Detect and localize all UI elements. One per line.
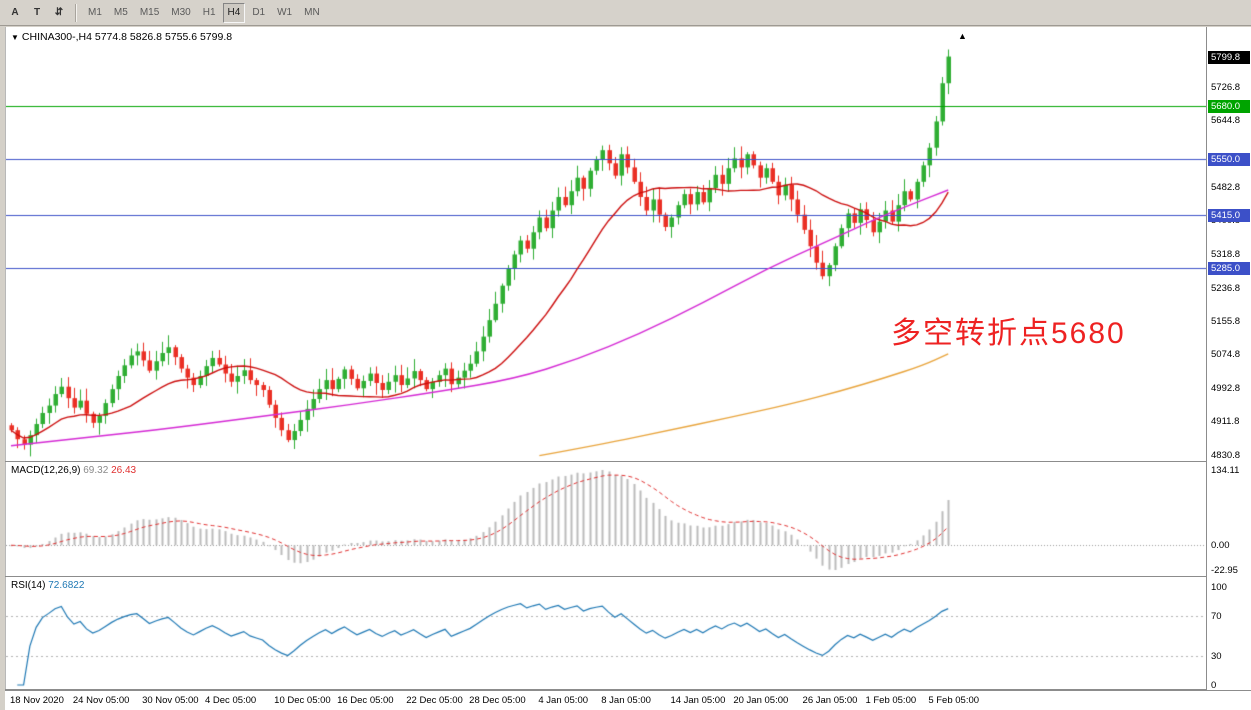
ohlc-values: 5774.8 5826.8 5755.6 5799.8: [94, 31, 233, 43]
price-axis-tick: 4830.8: [1211, 449, 1241, 461]
macd-name: MACD(12,26,9): [11, 465, 81, 476]
rsi-axis-tick: 30: [1211, 650, 1222, 662]
price-axis-tick: 5155.8: [1211, 316, 1241, 328]
timeframe-button-M1[interactable]: M1: [88, 7, 102, 18]
price-axis-tick: 5726.8: [1211, 81, 1241, 93]
price-level-badge: 5550.0: [1208, 153, 1250, 167]
price-axis-tick: 5236.8: [1211, 282, 1241, 294]
timeframe-button-MN[interactable]: MN: [304, 7, 320, 18]
timeframe-button-W1[interactable]: W1: [277, 7, 293, 18]
price-axis-tick: 5482.8: [1211, 181, 1241, 193]
macd-axis-zero: 0.00: [1211, 540, 1230, 552]
rsi-axis-tick: 0: [1211, 680, 1217, 691]
rsi-name: RSI(14): [11, 580, 46, 591]
time-axis-label: 20 Jan 05:00: [733, 695, 789, 706]
rsi-pane: RSI(14) 72.6822: [5, 577, 1206, 689]
price-chart-pane: ▼ CHINA300-,H4 5774.8 5826.8 5755.6 5799.…: [5, 27, 1206, 461]
pane-divider[interactable]: [5, 576, 1251, 577]
pane-divider[interactable]: [5, 461, 1251, 462]
macd-canvas[interactable]: [6, 462, 1206, 576]
timeframe-button-H4[interactable]: H4: [222, 2, 246, 23]
timeframe-button-M15[interactable]: M15: [139, 7, 160, 18]
timeframe-button-M5[interactable]: M5: [113, 7, 128, 18]
time-axis-label: 14 Jan 05:00: [670, 695, 726, 706]
chart-annotation: 多空转折点5680: [891, 317, 1126, 350]
price-level-badge: 5285.0: [1208, 262, 1250, 276]
rsi-value: 72.6822: [48, 580, 85, 591]
timeframe-button-D1[interactable]: D1: [252, 7, 266, 18]
collapse-triangle-icon[interactable]: ▼: [11, 33, 19, 42]
symbol-title: CHINA300-,H4: [21, 31, 92, 43]
pane-divider[interactable]: [5, 689, 1251, 690]
timeframe-button-M30[interactable]: M30: [171, 7, 191, 18]
rsi-canvas[interactable]: [6, 577, 1206, 689]
chart-title: ▼ CHINA300-,H4 5774.8 5826.8 5755.6 5799.…: [11, 31, 232, 43]
price-axis-tick: 5318.8: [1211, 249, 1241, 261]
rsi-axis-tick: 70: [1211, 611, 1222, 623]
time-axis-label: 16 Dec 05:00: [337, 695, 394, 706]
timeframe-button-H1[interactable]: H1: [202, 7, 216, 18]
toolbar-tools: A T ⇵: [4, 3, 70, 23]
price-axis: 5726.85644.85482.85400.85318.85236.85155…: [1206, 27, 1251, 691]
chart-shift-marker-icon[interactable]: ▲: [958, 31, 967, 41]
rsi-label: RSI(14) 72.6822: [11, 580, 84, 591]
price-chart-canvas[interactable]: [6, 27, 1206, 461]
current-price-badge: 5799.8: [1208, 50, 1250, 64]
time-axis-label: 10 Dec 05:00: [274, 695, 331, 706]
price-level-badge: 5680.0: [1208, 99, 1250, 113]
macd-value-main: 69.32: [83, 465, 109, 476]
time-axis-label: 1 Feb 05:00: [865, 695, 917, 706]
cursor-tool-button[interactable]: A: [11, 7, 19, 18]
price-level-badge: 5415.0: [1208, 208, 1250, 222]
price-axis-tick: 4911.8: [1211, 416, 1240, 428]
time-axis-label: 4 Dec 05:00: [204, 695, 257, 706]
timeframe-group: M1 M5 M15 M30 H1 H4 D1 W1 MN: [82, 2, 326, 23]
time-axis-label: 18 Nov 2020: [10, 695, 64, 706]
macd-value-signal: 26.43: [111, 465, 137, 476]
macd-label: MACD(12,26,9) 69.32 26.43: [11, 465, 136, 476]
time-axis: 18 Nov 2020 24 Nov 05:00 30 Nov 05:00 4 Dec…: [5, 690, 1251, 710]
time-axis-label: 4 Jan 05:00: [538, 695, 589, 706]
price-axis-tick: 4992.8: [1211, 382, 1241, 394]
time-axis-label: 5 Feb 05:00: [928, 695, 980, 706]
price-axis-tick: 5074.8: [1211, 349, 1241, 361]
time-axis-label: 8 Jan 05:00: [601, 695, 651, 706]
macd-pane: MACD(12,26,9) 69.32 26.43: [5, 462, 1206, 576]
toolbar: A T ⇵ M1 M5 M15 M30 H1 H4 D1 W1 MN: [0, 0, 1251, 26]
time-axis-label: 22 Dec 05:00: [406, 695, 463, 706]
macd-axis-min: -22.95: [1211, 565, 1238, 576]
time-axis-label: 28 Dec 05:00: [469, 695, 526, 706]
price-axis-tick: 5644.8: [1211, 115, 1241, 127]
text-tool-button[interactable]: T: [33, 7, 41, 18]
scroll-tool-button[interactable]: ⇵: [54, 7, 64, 18]
macd-axis-max: 134.11: [1211, 465, 1240, 476]
time-axis-label: 24 Nov 05:00: [72, 695, 130, 706]
time-axis-label: 26 Jan 05:00: [802, 695, 858, 706]
rsi-axis-tick: 100: [1211, 582, 1227, 593]
toolbar-separator: [75, 3, 77, 22]
time-axis-label: 30 Nov 05:00: [142, 695, 199, 706]
